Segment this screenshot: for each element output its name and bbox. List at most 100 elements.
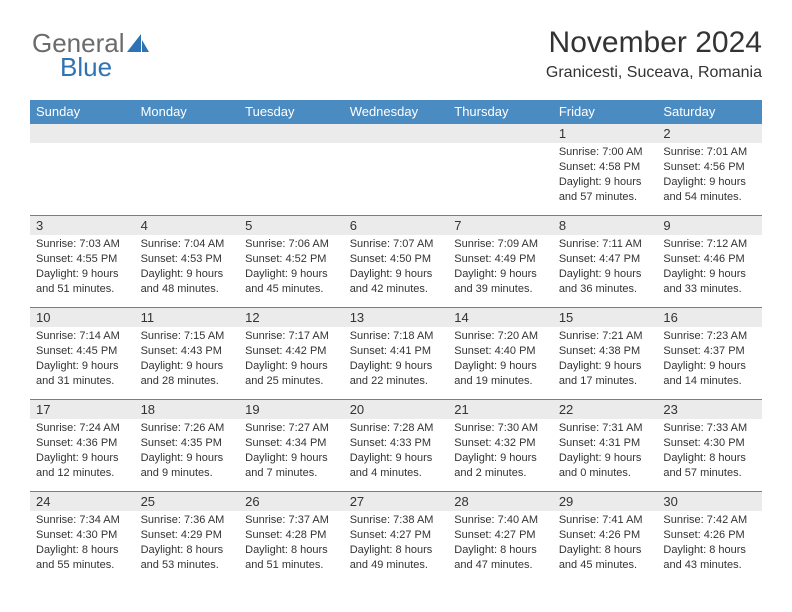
day-number: 18 <box>135 400 240 419</box>
day-number: 17 <box>30 400 135 419</box>
sunset-text: Sunset: 4:26 PM <box>559 528 652 543</box>
daylight-text-2: and 47 minutes. <box>454 558 547 573</box>
day-number: 10 <box>30 308 135 327</box>
day-details: Sunrise: 7:31 AMSunset: 4:31 PMDaylight:… <box>553 419 658 484</box>
calendar-day-cell: 2Sunrise: 7:01 AMSunset: 4:56 PMDaylight… <box>657 124 762 216</box>
daylight-text-2: and 22 minutes. <box>350 374 443 389</box>
day-details: Sunrise: 7:42 AMSunset: 4:26 PMDaylight:… <box>657 511 762 576</box>
calendar-day-cell: 15Sunrise: 7:21 AMSunset: 4:38 PMDayligh… <box>553 308 658 400</box>
day-details: Sunrise: 7:09 AMSunset: 4:49 PMDaylight:… <box>448 235 553 300</box>
sunrise-text: Sunrise: 7:06 AM <box>245 237 338 252</box>
calendar-day-cell: 7Sunrise: 7:09 AMSunset: 4:49 PMDaylight… <box>448 216 553 308</box>
calendar-day-cell: 29Sunrise: 7:41 AMSunset: 4:26 PMDayligh… <box>553 492 658 584</box>
day-details: Sunrise: 7:37 AMSunset: 4:28 PMDaylight:… <box>239 511 344 576</box>
page-title: November 2024 <box>549 26 762 60</box>
sunset-text: Sunset: 4:26 PM <box>663 528 756 543</box>
daylight-text-1: Daylight: 8 hours <box>350 543 443 558</box>
day-details: Sunrise: 7:21 AMSunset: 4:38 PMDaylight:… <box>553 327 658 392</box>
calendar-week-row: 24Sunrise: 7:34 AMSunset: 4:30 PMDayligh… <box>30 492 762 584</box>
sunrise-text: Sunrise: 7:38 AM <box>350 513 443 528</box>
daylight-text-1: Daylight: 8 hours <box>559 543 652 558</box>
day-number <box>30 124 135 143</box>
sunrise-text: Sunrise: 7:26 AM <box>141 421 234 436</box>
daylight-text-2: and 4 minutes. <box>350 466 443 481</box>
daylight-text-2: and 36 minutes. <box>559 282 652 297</box>
sunrise-text: Sunrise: 7:18 AM <box>350 329 443 344</box>
day-number: 4 <box>135 216 240 235</box>
sunrise-text: Sunrise: 7:20 AM <box>454 329 547 344</box>
sunrise-text: Sunrise: 7:11 AM <box>559 237 652 252</box>
calendar-day-cell: 11Sunrise: 7:15 AMSunset: 4:43 PMDayligh… <box>135 308 240 400</box>
sunset-text: Sunset: 4:35 PM <box>141 436 234 451</box>
sunset-text: Sunset: 4:53 PM <box>141 252 234 267</box>
daylight-text-2: and 17 minutes. <box>559 374 652 389</box>
daylight-text-2: and 48 minutes. <box>141 282 234 297</box>
day-details <box>239 143 344 149</box>
day-number: 7 <box>448 216 553 235</box>
day-details <box>30 143 135 149</box>
day-number: 3 <box>30 216 135 235</box>
day-number: 14 <box>448 308 553 327</box>
sunrise-text: Sunrise: 7:40 AM <box>454 513 547 528</box>
daylight-text-1: Daylight: 9 hours <box>454 267 547 282</box>
weekday-header: Friday <box>553 100 658 124</box>
day-details: Sunrise: 7:01 AMSunset: 4:56 PMDaylight:… <box>657 143 762 208</box>
calendar-week-row: 17Sunrise: 7:24 AMSunset: 4:36 PMDayligh… <box>30 400 762 492</box>
day-number <box>344 124 449 143</box>
day-number: 19 <box>239 400 344 419</box>
daylight-text-2: and 33 minutes. <box>663 282 756 297</box>
daylight-text-1: Daylight: 9 hours <box>350 267 443 282</box>
sunrise-text: Sunrise: 7:07 AM <box>350 237 443 252</box>
sunset-text: Sunset: 4:27 PM <box>454 528 547 543</box>
day-details: Sunrise: 7:26 AMSunset: 4:35 PMDaylight:… <box>135 419 240 484</box>
sunset-text: Sunset: 4:36 PM <box>36 436 129 451</box>
daylight-text-2: and 49 minutes. <box>350 558 443 573</box>
daylight-text-2: and 7 minutes. <box>245 466 338 481</box>
calendar-day-cell: 12Sunrise: 7:17 AMSunset: 4:42 PMDayligh… <box>239 308 344 400</box>
daylight-text-2: and 51 minutes. <box>36 282 129 297</box>
day-number: 21 <box>448 400 553 419</box>
sunrise-text: Sunrise: 7:28 AM <box>350 421 443 436</box>
sunset-text: Sunset: 4:50 PM <box>350 252 443 267</box>
sunrise-text: Sunrise: 7:27 AM <box>245 421 338 436</box>
calendar-day-cell: 17Sunrise: 7:24 AMSunset: 4:36 PMDayligh… <box>30 400 135 492</box>
weekday-header: Sunday <box>30 100 135 124</box>
calendar-day-cell: 21Sunrise: 7:30 AMSunset: 4:32 PMDayligh… <box>448 400 553 492</box>
day-number <box>239 124 344 143</box>
day-details: Sunrise: 7:18 AMSunset: 4:41 PMDaylight:… <box>344 327 449 392</box>
day-details: Sunrise: 7:17 AMSunset: 4:42 PMDaylight:… <box>239 327 344 392</box>
day-number: 28 <box>448 492 553 511</box>
calendar-day-cell: 23Sunrise: 7:33 AMSunset: 4:30 PMDayligh… <box>657 400 762 492</box>
day-number: 2 <box>657 124 762 143</box>
daylight-text-1: Daylight: 9 hours <box>663 359 756 374</box>
daylight-text-1: Daylight: 9 hours <box>141 451 234 466</box>
day-details: Sunrise: 7:04 AMSunset: 4:53 PMDaylight:… <box>135 235 240 300</box>
sunset-text: Sunset: 4:46 PM <box>663 252 756 267</box>
day-details: Sunrise: 7:40 AMSunset: 4:27 PMDaylight:… <box>448 511 553 576</box>
weekday-header-row: Sunday Monday Tuesday Wednesday Thursday… <box>30 100 762 124</box>
daylight-text-2: and 19 minutes. <box>454 374 547 389</box>
daylight-text-1: Daylight: 9 hours <box>559 267 652 282</box>
sunrise-text: Sunrise: 7:33 AM <box>663 421 756 436</box>
sunset-text: Sunset: 4:38 PM <box>559 344 652 359</box>
daylight-text-2: and 9 minutes. <box>141 466 234 481</box>
daylight-text-1: Daylight: 9 hours <box>141 359 234 374</box>
daylight-text-1: Daylight: 9 hours <box>245 359 338 374</box>
day-number: 15 <box>553 308 658 327</box>
day-details <box>344 143 449 149</box>
sunset-text: Sunset: 4:33 PM <box>350 436 443 451</box>
calendar-day-cell: 19Sunrise: 7:27 AMSunset: 4:34 PMDayligh… <box>239 400 344 492</box>
calendar-day-cell: 30Sunrise: 7:42 AMSunset: 4:26 PMDayligh… <box>657 492 762 584</box>
day-details: Sunrise: 7:20 AMSunset: 4:40 PMDaylight:… <box>448 327 553 392</box>
daylight-text-1: Daylight: 8 hours <box>663 543 756 558</box>
daylight-text-1: Daylight: 9 hours <box>141 267 234 282</box>
calendar-week-row: 3Sunrise: 7:03 AMSunset: 4:55 PMDaylight… <box>30 216 762 308</box>
daylight-text-2: and 39 minutes. <box>454 282 547 297</box>
daylight-text-1: Daylight: 8 hours <box>663 451 756 466</box>
day-details: Sunrise: 7:03 AMSunset: 4:55 PMDaylight:… <box>30 235 135 300</box>
sunrise-text: Sunrise: 7:03 AM <box>36 237 129 252</box>
daylight-text-2: and 12 minutes. <box>36 466 129 481</box>
calendar-day-cell <box>239 124 344 216</box>
daylight-text-1: Daylight: 9 hours <box>559 359 652 374</box>
day-number: 5 <box>239 216 344 235</box>
